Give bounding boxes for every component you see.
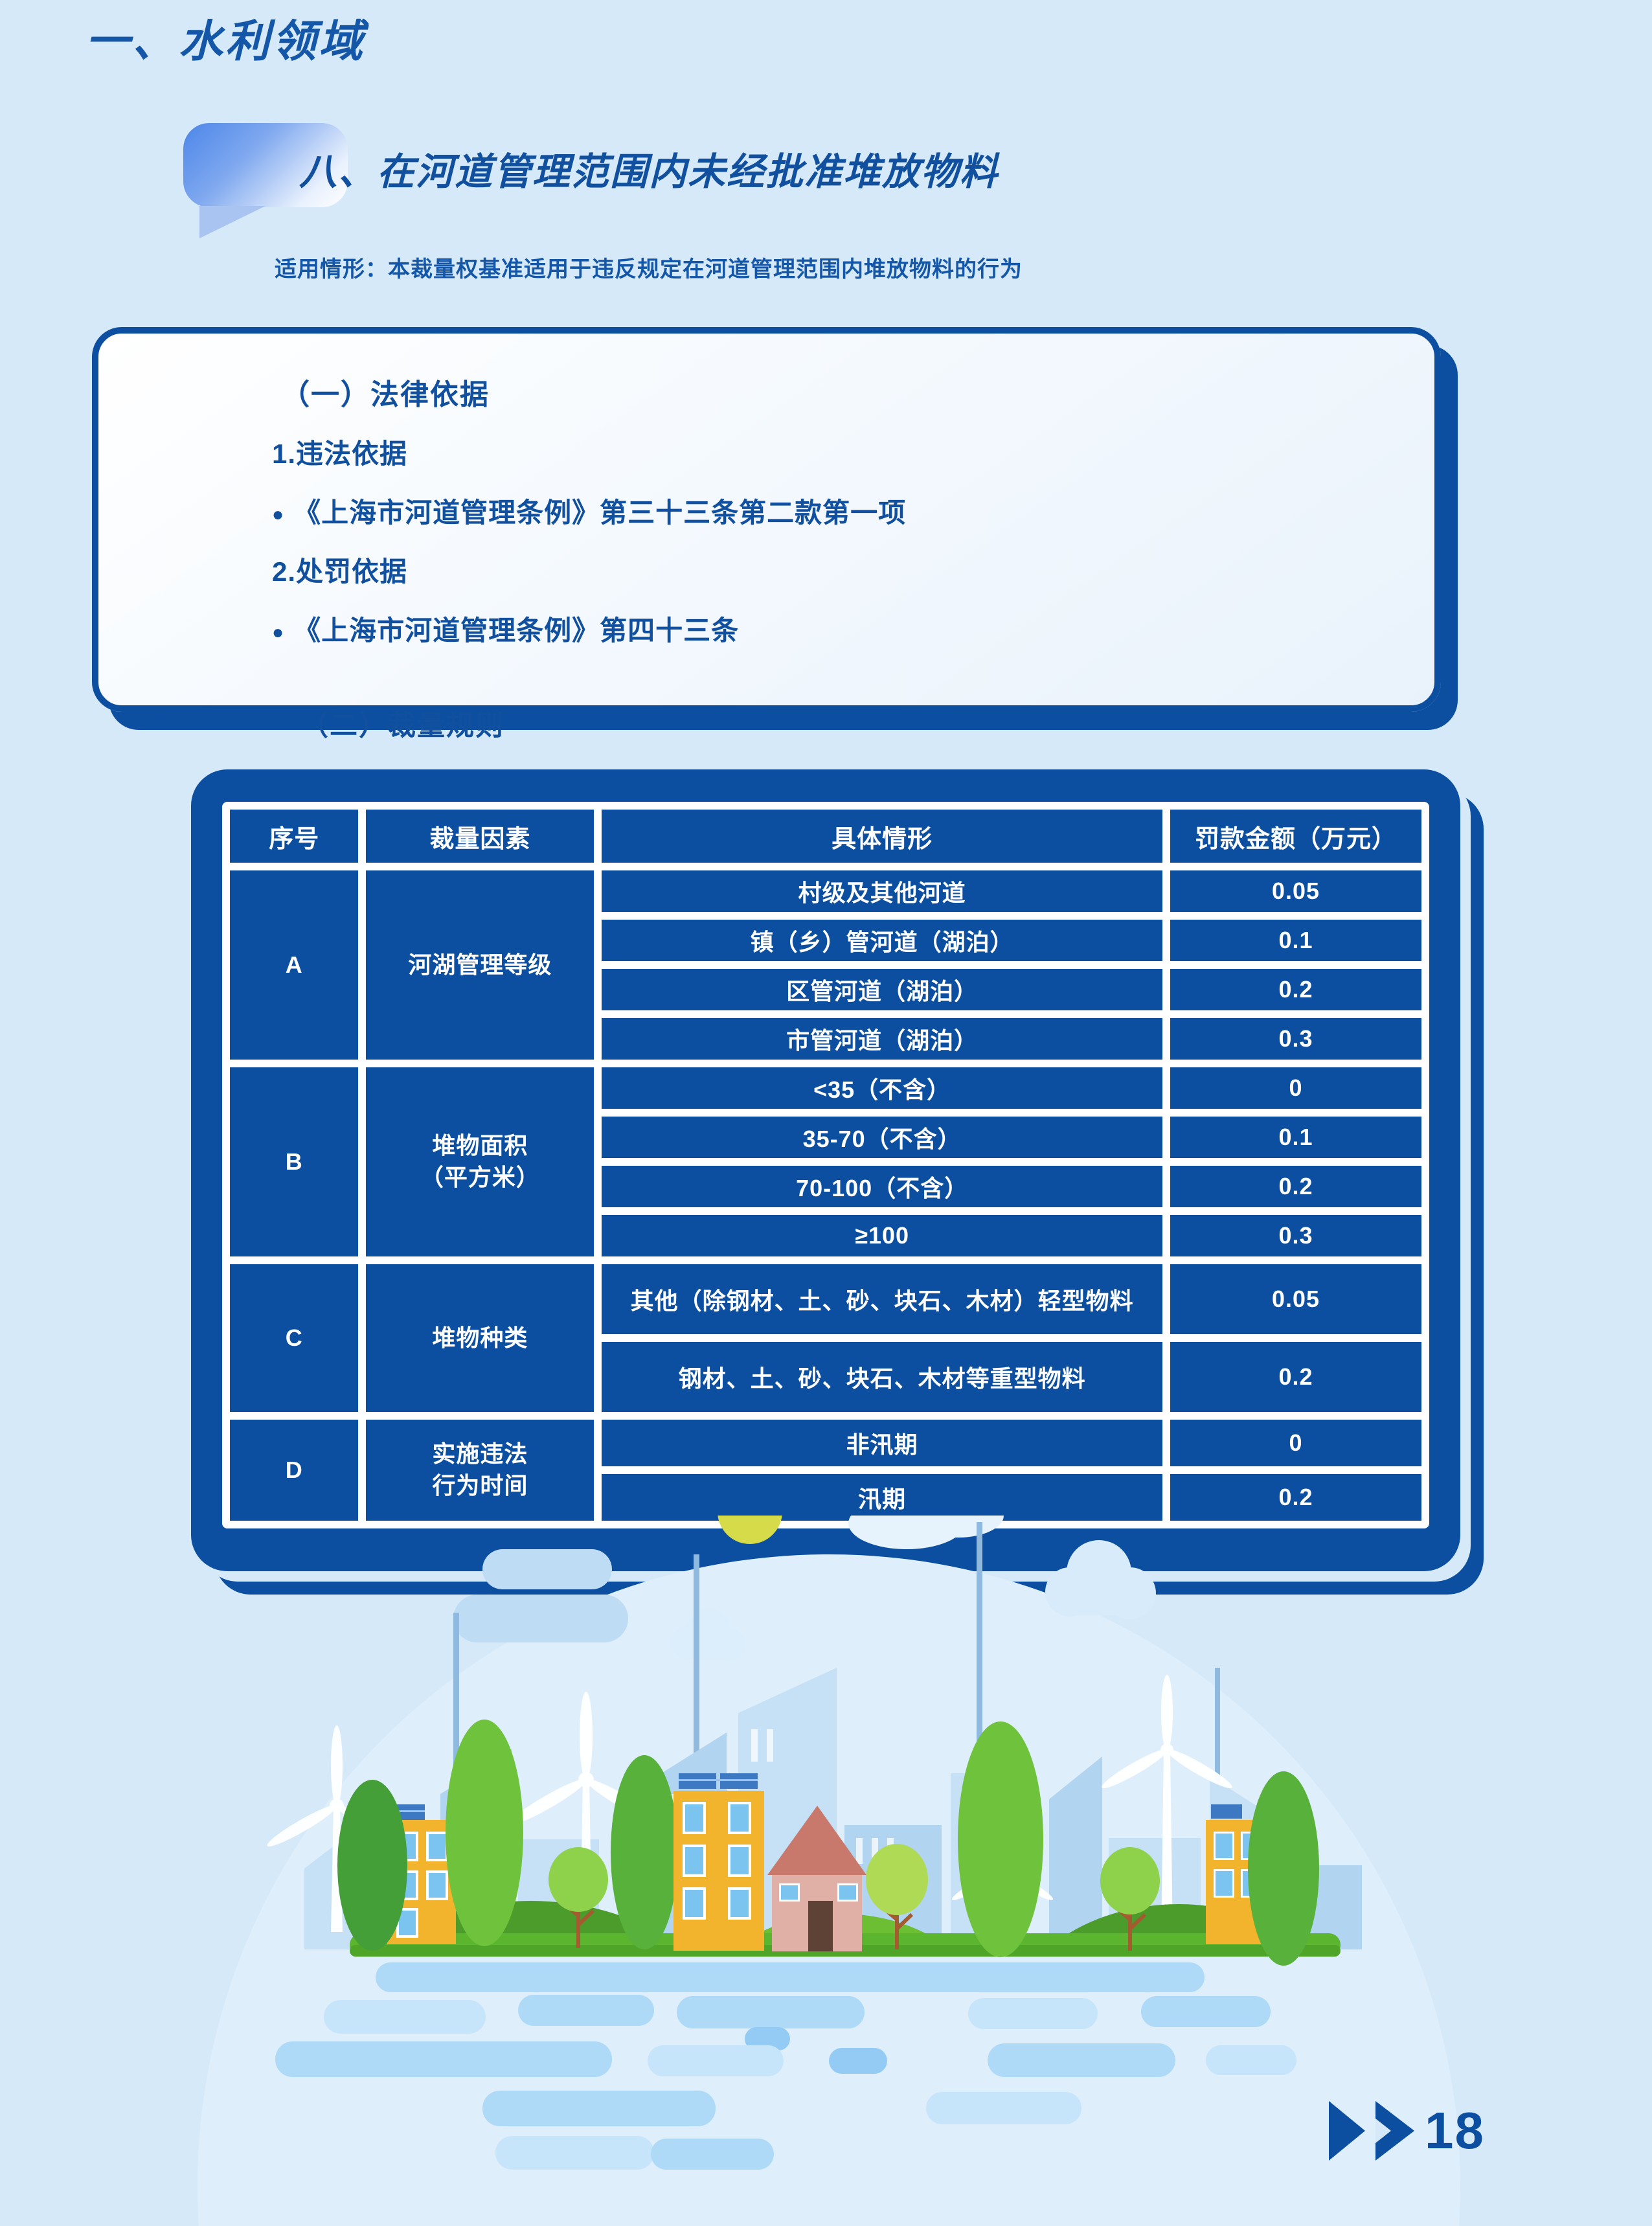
amount-cell: 0 xyxy=(1170,1067,1421,1109)
cloud-icon xyxy=(453,1549,628,1642)
table-column-header: 裁量因素 xyxy=(366,810,594,863)
bullet-icon: ● xyxy=(272,503,285,525)
situation-cell: 镇（乡）管河道（湖泊） xyxy=(602,920,1163,961)
tree-icon xyxy=(1248,1771,1319,1966)
situation-cell: 汛期 xyxy=(602,1474,1163,1521)
table-row: D 实施违法 行为时间 非汛期 0 xyxy=(230,1420,1421,1521)
section-subtitle: 八、在河道管理范围内未经批准堆放物料 xyxy=(299,151,999,193)
table-row: 35-70（不含） 0.1 xyxy=(230,1117,1421,1158)
table-row: B 堆物面积 （平方米） <35（不含） 0 xyxy=(230,1067,1421,1256)
yellow-building xyxy=(673,1773,764,1951)
rules-table-panel: 序号 裁量因素 具体情形 罚款金额（万元） A 河湖管理等级 村级及其他河道 0.05 镇（乡… xyxy=(191,769,1460,1571)
seq-cell: B xyxy=(230,1067,359,1256)
table-row: 镇（乡）管河道（湖泊） 0.1 xyxy=(230,920,1421,961)
amount-cell: 0.2 xyxy=(1170,1474,1421,1521)
factor-cell: 堆物种类 xyxy=(366,1264,594,1412)
table-row: ≥100 0.3 xyxy=(230,1215,1421,1256)
law-bullet-item: ● 《上海市河道管理条例》第四十三条 xyxy=(272,615,740,646)
bullet-icon: ● xyxy=(272,621,285,643)
amount-cell: 0.2 xyxy=(1170,969,1421,1010)
rules-table: 序号 裁量因素 具体情形 罚款金额（万元） A 河湖管理等级 村级及其他河道 0.05 镇（乡… xyxy=(222,802,1429,1528)
situation-cell: 村级及其他河道 xyxy=(602,870,1163,912)
water-blobs xyxy=(275,1962,1296,2170)
seq-cell: A xyxy=(230,870,359,1060)
law-label: 2.处罚依据 xyxy=(272,556,408,587)
table-row: 市管河道（湖泊） 0.3 xyxy=(230,1018,1421,1060)
applicable-note: 适用情形：本裁量权基准适用于违反规定在河道管理范围内堆放物料的行为 xyxy=(275,257,1023,282)
amount-cell: 0.3 xyxy=(1170,1215,1421,1256)
situation-cell: 钢材、土、砂、块石、木材等重型物料 xyxy=(602,1342,1163,1412)
situation-cell: 35-70（不含） xyxy=(602,1117,1163,1158)
tree-icon xyxy=(958,1721,1043,1957)
amount-cell: 0.3 xyxy=(1170,1018,1421,1060)
table-row: A 河湖管理等级 村级及其他河道 0.05 xyxy=(230,870,1421,1060)
sun-icon xyxy=(718,1516,782,1544)
situation-cell: <35（不含） xyxy=(602,1067,1163,1109)
amount-cell: 0 xyxy=(1170,1420,1421,1466)
tree-icon xyxy=(1100,1847,1160,1951)
table-header-row: 序号 裁量因素 具体情形 罚款金额（万元） xyxy=(230,810,1421,863)
page-title: 一、水利领域 xyxy=(85,17,366,66)
factor-cell: 河湖管理等级 xyxy=(366,870,594,1060)
table-row: C 堆物种类 其他（除钢材、土、砂、块石、木材）轻型物料 0.05 xyxy=(230,1264,1421,1412)
tree-icon xyxy=(549,1847,608,1948)
law-bullet-item: ● 《上海市河道管理条例》第三十三条第二款第一项 xyxy=(272,497,907,528)
table-row: 钢材、土、砂、块石、木材等重型物料 0.2 xyxy=(230,1342,1421,1412)
cloud-icon xyxy=(1045,1540,1156,1619)
law-basis-box: （一）法律依据 1.违法依据 ● 《上海市河道管理条例》第三十三条第二款第一项 2.处… xyxy=(92,327,1441,712)
law-label: 1.违法依据 xyxy=(272,438,408,469)
tree-icon xyxy=(337,1780,407,1951)
law-box-items: 1.违法依据 ● 《上海市河道管理条例》第三十三条第二款第一项 2.处罚依据 ● 《上海市… xyxy=(272,432,1396,648)
house-icon xyxy=(767,1806,866,1951)
amount-cell: 0.2 xyxy=(1170,1342,1421,1412)
situation-cell: 70-100（不含） xyxy=(602,1166,1163,1207)
situation-cell: 其他（除钢材、土、砂、块石、木材）轻型物料 xyxy=(602,1264,1163,1334)
situation-cell: 区管河道（湖泊） xyxy=(602,969,1163,1010)
tree-icon xyxy=(446,1720,523,1946)
tree-icon xyxy=(866,1844,928,1949)
seq-cell: D xyxy=(230,1420,359,1521)
speech-bubble-icon xyxy=(183,123,348,238)
table-row: 区管河道（湖泊） 0.2 xyxy=(230,969,1421,1010)
tree-icon xyxy=(611,1755,678,1949)
situation-cell: 非汛期 xyxy=(602,1420,1163,1466)
amount-cell: 0.05 xyxy=(1170,870,1421,912)
situation-cell: 市管河道（湖泊） xyxy=(602,1018,1163,1060)
law-box-heading: （一）法律依据 xyxy=(281,379,490,411)
amount-cell: 0.2 xyxy=(1170,1166,1421,1207)
rules-heading: （二）裁量规则 xyxy=(300,710,504,742)
factor-cell: 堆物面积 （平方米） xyxy=(366,1067,594,1256)
amount-cell: 0.05 xyxy=(1170,1264,1421,1334)
seq-cell: C xyxy=(230,1264,359,1412)
factor-cell: 实施违法 行为时间 xyxy=(366,1420,594,1521)
table-column-header: 罚款金额（万元） xyxy=(1170,810,1421,863)
page-footer: 18 xyxy=(1329,2101,1485,2161)
chevrons-icon xyxy=(1329,2101,1414,2161)
situation-cell: ≥100 xyxy=(602,1215,1163,1256)
table-row: 70-100（不含） 0.2 xyxy=(230,1166,1421,1207)
table-row: 汛期 0.2 xyxy=(230,1474,1421,1521)
page-number: 18 xyxy=(1425,2102,1485,2159)
table-column-header: 序号 xyxy=(230,810,359,863)
amount-cell: 0.1 xyxy=(1170,920,1421,961)
table-column-header: 具体情形 xyxy=(602,810,1163,863)
city-illustration xyxy=(198,1516,1460,2226)
amount-cell: 0.1 xyxy=(1170,1117,1421,1158)
